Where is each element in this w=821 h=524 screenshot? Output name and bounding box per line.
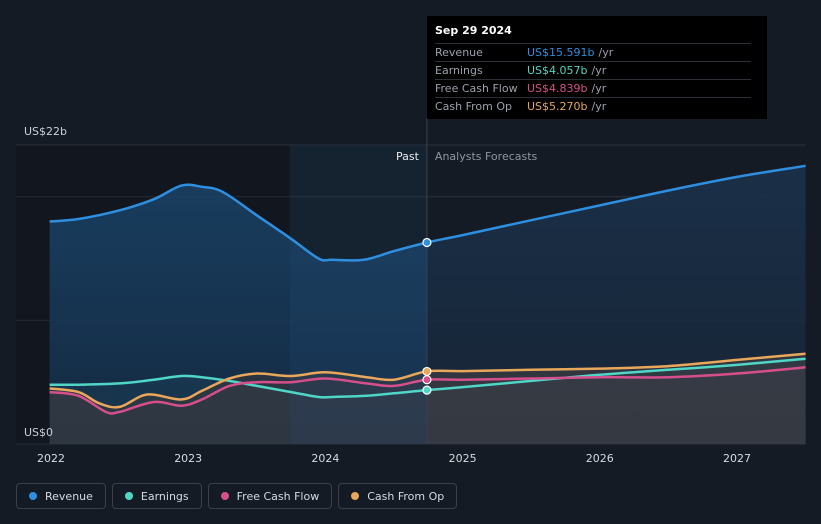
revenue-dot-icon xyxy=(29,492,37,500)
revenue-marker xyxy=(422,237,432,248)
earnings-dot-icon xyxy=(124,492,133,500)
tooltip-value: US$15.591b xyxy=(527,46,595,59)
legend-label: Cash From Op xyxy=(367,489,445,503)
free-cash-flow-marker xyxy=(422,375,432,385)
tooltip-unit: /yr xyxy=(591,82,607,95)
cash-from-op-marker xyxy=(422,366,432,377)
tooltip-unit: /yr xyxy=(591,100,607,113)
revenue-line xyxy=(49,164,806,262)
hover-tooltip: Sep 29 2024 Revenue US$15.591b /yr Earni… xyxy=(427,16,767,119)
cash-from-op-line xyxy=(49,352,806,409)
x-tick-label: 2026 xyxy=(586,452,614,465)
tooltip-label: Free Cash Flow xyxy=(435,82,518,95)
earnings-marker xyxy=(422,385,432,395)
chart-legend: Revenue Earnings Free Cash Flow Cash Fro… xyxy=(16,483,458,509)
legend-label: Earnings xyxy=(140,489,189,503)
tooltip-label: Cash From Op xyxy=(435,100,513,113)
legend-item-free-cash-flow[interactable]: Free Cash Flow xyxy=(207,483,333,509)
tooltip-row-free-cash-flow: Free Cash Flow US$4.839b /yr xyxy=(435,79,751,97)
free-cash-flow-line xyxy=(49,366,806,415)
past-shading xyxy=(16,145,427,444)
tooltip-row-revenue: Revenue US$15.591b /yr xyxy=(435,43,751,61)
tooltip-row-cash-from-op: Cash From Op US$5.270b /yr xyxy=(435,97,751,115)
legend-item-earnings[interactable]: Earnings xyxy=(111,483,202,509)
series-lines xyxy=(49,164,806,415)
last-twelve-months-band xyxy=(289,145,427,444)
cash-from-op-dot-icon xyxy=(351,492,360,500)
free-cash-flow-dot-icon xyxy=(220,492,229,500)
chart-overlays xyxy=(16,118,428,444)
forecast-label: Analysts Forecasts xyxy=(435,150,538,163)
tooltip-label: Earnings xyxy=(435,64,483,77)
legend-item-revenue[interactable]: Revenue xyxy=(16,483,106,509)
tooltip-label: Revenue xyxy=(435,46,483,59)
tooltip-value: US$4.839b xyxy=(527,82,588,95)
x-tick-label: 2022 xyxy=(37,452,65,465)
legend-label: Revenue xyxy=(45,489,93,503)
past-label: Past xyxy=(396,150,420,163)
tooltip-unit: /yr xyxy=(598,46,614,59)
axis-labels: US$22b US$0 Past Analysts Forecasts 2022 2023… xyxy=(24,125,751,465)
legend-label: Free Cash Flow xyxy=(236,489,320,503)
y-axis-label-top: US$22b xyxy=(24,125,67,138)
y-axis-label-bottom: US$0 xyxy=(24,426,53,439)
tooltip-unit: /yr xyxy=(591,64,607,77)
earnings-line xyxy=(49,357,806,399)
x-tick-label: 2025 xyxy=(449,452,477,465)
tooltip-row-earnings: Earnings US$4.057b /yr xyxy=(435,61,751,79)
x-tick-label: 2027 xyxy=(723,452,751,465)
x-tick-label: 2024 xyxy=(311,452,339,465)
x-tick-label: 2023 xyxy=(174,452,202,465)
tooltip-value: US$5.270b xyxy=(527,100,588,113)
legend-item-cash-from-op[interactable]: Cash From Op xyxy=(338,483,458,509)
hover-markers xyxy=(422,237,432,395)
tooltip-date: Sep 29 2024 xyxy=(435,24,512,37)
tooltip-value: US$4.057b xyxy=(527,64,588,77)
